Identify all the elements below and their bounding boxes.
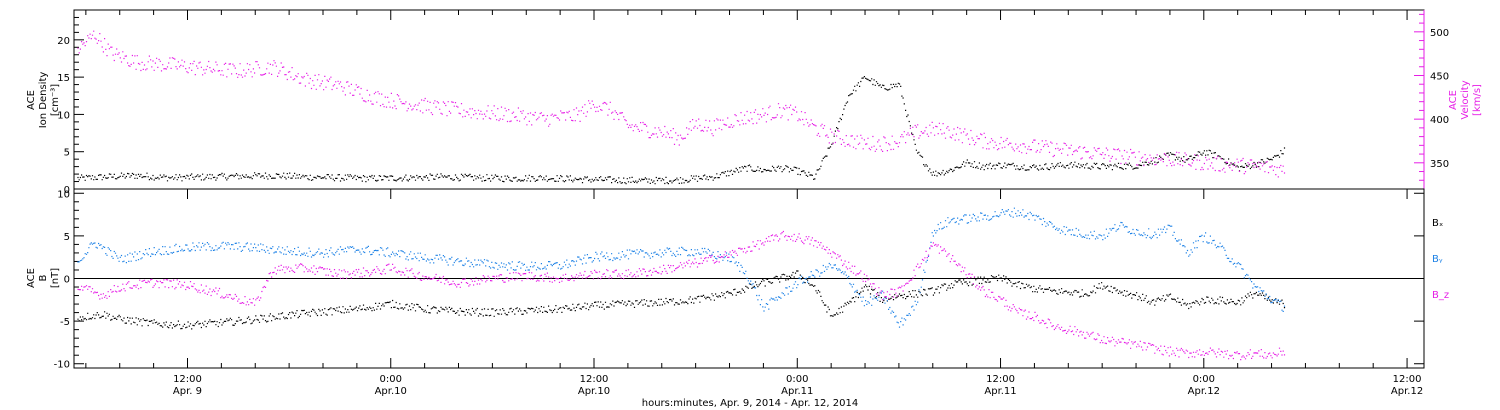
- xtick-label-date: Apr.12: [1188, 386, 1220, 397]
- by-points: [77, 207, 1286, 328]
- bz-points: [77, 230, 1286, 361]
- xtick-label-time: 0:00: [1193, 374, 1215, 385]
- legend-bz: B_z: [1432, 290, 1449, 301]
- bottom-ylabel-line2: B: [38, 274, 49, 281]
- bottom-ylabel-line3: [nT]: [50, 268, 61, 288]
- xtick-label-time: 12:00: [1393, 374, 1422, 385]
- top-ytick-label: 20: [57, 36, 70, 47]
- bx-points: [77, 270, 1286, 330]
- axis-labels: ACE Ion Density [cm⁻³] ACE Velocity [km/…: [26, 72, 1483, 409]
- bottom-ytick-label: 0: [64, 275, 70, 286]
- top-ytick-label: 5: [64, 148, 70, 159]
- velocity-points: [77, 30, 1286, 178]
- xtick-label-date: Apr.12: [1391, 386, 1423, 397]
- top-y2tick-label: 500: [1430, 28, 1449, 39]
- top-ytick-label: 10: [57, 110, 70, 121]
- top-ylabel-line2: Ion Density: [38, 72, 49, 129]
- top-y2tick-label: 400: [1430, 115, 1449, 126]
- xtick-label-date: Apr.11: [781, 386, 813, 397]
- top-ylabel-line3: [cm⁻³]: [50, 84, 61, 116]
- bottom-ytick-label: 10: [57, 189, 70, 200]
- bottom-ytick-label: -5: [60, 317, 70, 328]
- top-y2tick-label: 450: [1430, 71, 1449, 82]
- data-points: [77, 30, 1286, 361]
- top-y2label-line3: [km/s]: [1472, 84, 1483, 116]
- top-panel-frame: [73, 9, 1425, 190]
- top-ytick-label: 0: [64, 185, 70, 196]
- xtick-label-date: Apr.10: [578, 386, 610, 397]
- top-ylabel-line1: ACE: [26, 90, 37, 110]
- top-y2tick-label: 350: [1430, 159, 1449, 170]
- top-panel: 0 5 10 15 20 350 400 450 500: [57, 9, 1449, 196]
- xtick-label-time: 0:00: [380, 374, 402, 385]
- xtick-label-time: 12:00: [580, 374, 609, 385]
- top-y2label-line1: ACE: [1448, 90, 1459, 110]
- xtick-label-time: 12:00: [986, 374, 1015, 385]
- legend-by: Bᵧ: [1432, 254, 1443, 265]
- xtick-label-time: 0:00: [786, 374, 808, 385]
- xtick-label-date: Apr. 9: [173, 386, 202, 397]
- legend-bx: Bₓ: [1432, 218, 1443, 229]
- bottom-ytick-label: -10: [54, 360, 70, 371]
- bottom-ytick-label: 5: [64, 232, 70, 243]
- ion-density-points: [77, 76, 1286, 185]
- xtick-label-date: Apr.10: [375, 386, 407, 397]
- bottom-ylabel-line1: ACE: [26, 268, 37, 288]
- xtick-label-time: 12:00: [173, 374, 202, 385]
- x-axis-title: hours:minutes, Apr. 9, 2014 - Apr. 12, 2…: [642, 398, 858, 409]
- top-ytick-label: 15: [57, 73, 70, 84]
- top-y2label-line2: Velocity: [1460, 80, 1471, 119]
- xtick-label-date: Apr.11: [984, 386, 1016, 397]
- bottom-panel: -10 -5 0 5 10: [54, 188, 1425, 371]
